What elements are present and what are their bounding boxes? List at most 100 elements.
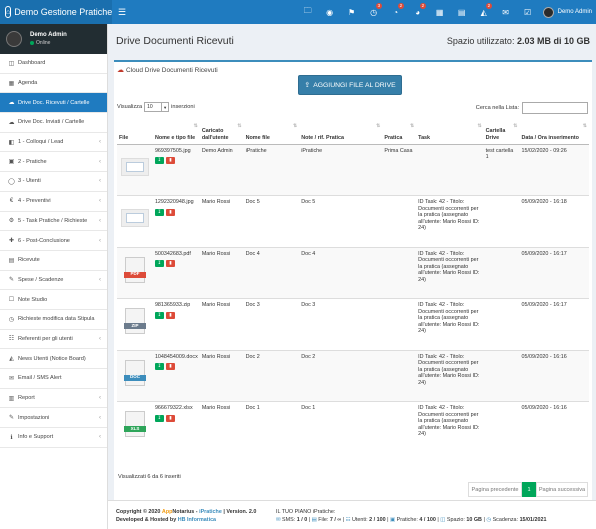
plan-stat-label: Utenti: [352, 517, 368, 523]
download-button[interactable]: ↧ [154, 208, 164, 216]
envelope-icon[interactable]: ✉ [495, 0, 517, 24]
megaphone-icon[interactable]: ◭ 2 [473, 0, 495, 24]
column-header[interactable]: Nome file ⇅ [243, 120, 300, 145]
cell-note: Doc 4 [299, 246, 383, 299]
delete-button[interactable]: ▮ [165, 414, 175, 422]
file-name: 1292320948.jpg [154, 199, 194, 205]
cell-user: Mario Rossi [199, 246, 244, 299]
page-header: Drive Documenti Ricevuti Spazio utilizza… [108, 24, 596, 58]
cell-note: iPratiche [299, 143, 383, 196]
sidebar-item-15[interactable]: ☷ Referenti per gli utenti ‹ [0, 330, 107, 350]
sidebar-item-4[interactable]: ☁ Drive Doc. Inviati / Cartelle [0, 113, 107, 133]
sidebar-item-13[interactable]: ☐ Note Studio [0, 290, 107, 310]
plan-stat: ◷ Scadenza: 15/01/2021 [486, 517, 546, 523]
column-header[interactable]: Task ⇅ [416, 120, 484, 145]
app-brand[interactable]: ⌂ Demo Gestione Pratiche [0, 0, 112, 24]
sidebar-item-19[interactable]: ✎ Impostazioni ‹ [0, 408, 107, 429]
delete-button[interactable]: ▮ [165, 260, 175, 268]
column-header[interactable]: Caricato dall'utente ⇅ [199, 120, 244, 145]
sidebar-item-17[interactable]: ✉ Email / SMS Alert [0, 369, 107, 389]
sidebar-item-icon: € [9, 198, 14, 205]
trash-icon: ▮ [169, 157, 172, 163]
file-thumbnail[interactable]: XLS [121, 405, 149, 443]
timer-icon[interactable]: ◕ 2 [407, 0, 429, 24]
calendar-check-icon[interactable]: ▤ [451, 0, 473, 24]
sidebar-item-5[interactable]: ◧ 1 - Colloqui / Lead ‹ [0, 133, 107, 153]
search-input[interactable] [522, 102, 588, 114]
next-page-button[interactable]: Pagina successiva [536, 482, 588, 497]
entries-select[interactable]: 10 ▼ [144, 102, 170, 112]
column-header[interactable]: Data / Ora inserimento ⇅ [519, 120, 589, 145]
storage-usage-value: 2.03 MB di 10 GB [516, 36, 590, 46]
sidebar-item-icon: ▤ [8, 257, 15, 264]
column-header[interactable]: Note / rif. Pratica ⇅ [299, 120, 383, 145]
file-thumbnail[interactable] [120, 199, 149, 237]
delete-button[interactable]: ▮ [165, 157, 175, 165]
bell-icon[interactable]: ⚑ [341, 0, 363, 24]
user-menu[interactable]: Demo Admin [542, 6, 592, 18]
delete-button[interactable]: ▮ [165, 363, 175, 371]
add-file-button[interactable]: ⇪ AGGIUNGI FILE AL DRIVE [298, 75, 402, 95]
column-header-label: Cartella Drive [485, 127, 506, 141]
column-header[interactable]: Cartella Drive ⇅ [483, 120, 520, 145]
sidebar-item-12[interactable]: ✎ Spese / Scadenze ‹ [0, 271, 107, 291]
delete-button[interactable]: ▮ [165, 208, 175, 216]
calendar-icon[interactable]: ▦ [429, 0, 451, 24]
developer-link[interactable]: HB Informatica [177, 517, 217, 523]
download-button[interactable]: ↧ [154, 311, 164, 319]
file-type-label: PDF [123, 271, 146, 278]
sidebar-item-16[interactable]: ◭ News Utenti (Notice Board) [0, 349, 107, 369]
sidebar-item-11[interactable]: ▤ Ricevute [0, 251, 107, 271]
clock-icon[interactable]: ◷ 3 [363, 0, 385, 24]
prev-page-button[interactable]: Pagina precedente [468, 482, 522, 497]
file-thumbnail[interactable] [120, 148, 149, 186]
download-button[interactable]: ↧ [154, 363, 164, 371]
zip-file-icon: ZIP [123, 308, 146, 334]
menu-toggle-icon[interactable]: ☰ [118, 6, 127, 17]
folder-icon[interactable]: 🗀 [297, 0, 319, 24]
column-header[interactable]: Nome e tipo file ⇅ [152, 120, 200, 145]
sidebar-item-8[interactable]: €4 - Preventivi ‹ [0, 192, 107, 212]
delete-button[interactable]: ▮ [165, 311, 175, 319]
sidebar-item-9[interactable]: ⚙ 5 - Task Pratiche / Richieste ‹ [0, 212, 107, 232]
sidebar-item-10[interactable]: ✚ 6 - Post-Conclusione ‹ [0, 231, 107, 251]
page-1-button[interactable]: 1 [522, 482, 536, 497]
sidebar-item-6[interactable]: ▣ 2 - Pratiche ‹ [0, 152, 107, 173]
sidebar-item-icon: ◧ [8, 139, 15, 146]
plan-stat-label: SMS: [282, 517, 296, 523]
cell-pratica [382, 349, 417, 402]
cell-pratica: Prima Casa [382, 143, 417, 196]
plan-stat-icon: ◫ [440, 517, 446, 523]
sidebar-item-18[interactable]: ▥ Report ‹ [0, 389, 107, 409]
sidebar-item-3[interactable]: ☁ Drive Doc. Ricevuti / Cartelle [0, 93, 107, 114]
sidebar-item-icon: ✎ [8, 277, 15, 284]
brand-ipratiche-link[interactable]: iPratiche [199, 509, 222, 515]
cell-task: ID Task: 42 - Titolo: Documenti occorren… [416, 401, 484, 453]
user-panel: Demo Admin Online [0, 24, 107, 54]
sidebar-item-20[interactable]: ℹ Info e Support ‹ [0, 428, 107, 448]
alarm-icon[interactable]: ◔ 2 [385, 0, 407, 24]
sidebar-item-label: Report [18, 395, 35, 402]
check-square-icon[interactable]: ☑ [517, 0, 539, 24]
file-thumbnail[interactable]: ZIP [121, 302, 149, 340]
cell-user: Mario Rossi [199, 195, 244, 247]
cell-name: Doc 4 [243, 246, 300, 299]
eye-icon[interactable]: ◉ [319, 0, 341, 24]
sidebar-item-7[interactable]: ◯ 3 - Utenti ‹ [0, 172, 107, 192]
download-button[interactable]: ↧ [154, 414, 164, 422]
column-header[interactable]: Pratica ⇅ [382, 120, 417, 145]
sort-icon: ⇅ [376, 123, 381, 129]
sidebar-item-2[interactable]: ▦ Agenda [0, 74, 107, 94]
file-thumbnail[interactable]: DOC [121, 354, 149, 392]
download-button[interactable]: ↧ [154, 260, 164, 268]
table-row: 969397505.jpg ↧ ▮ Demo Admin iPratiche iPrati… [117, 143, 589, 196]
cell-folder [483, 195, 520, 247]
chevron-left-icon: ‹ [99, 217, 101, 224]
column-header[interactable]: File [117, 120, 153, 145]
plan-stat-icon: ✉ [276, 517, 281, 523]
sidebar-item-14[interactable]: ◷ Richieste modifica data Stipula [0, 310, 107, 330]
footer-copyright: Copyright © 2020 AppNotarius - iPratiche… [116, 508, 256, 524]
download-button[interactable]: ↧ [154, 157, 164, 165]
file-thumbnail[interactable]: PDF [121, 251, 149, 289]
sidebar-item-1[interactable]: ◫ Dashboard [0, 54, 107, 74]
